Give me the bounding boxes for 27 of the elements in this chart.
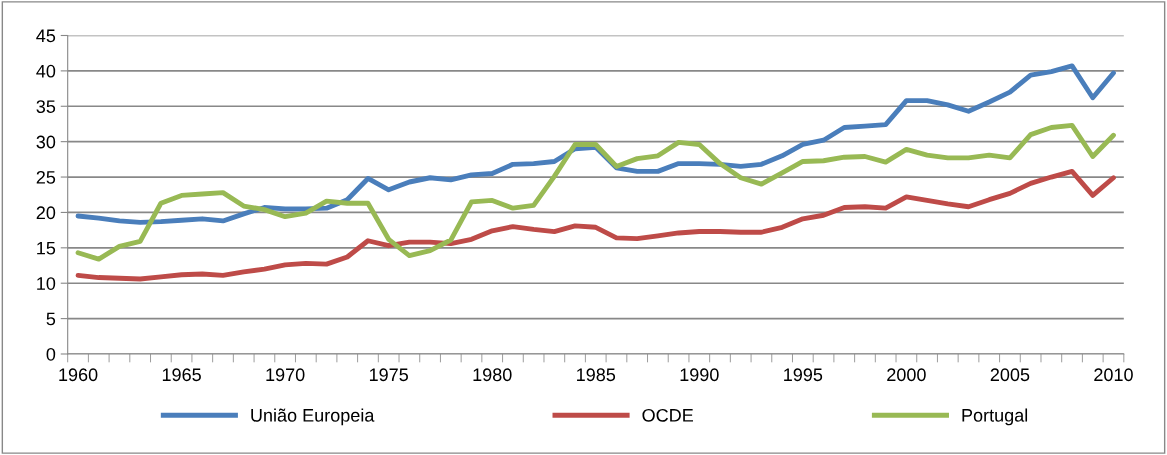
y-tick-label: 10 bbox=[37, 277, 56, 290]
x-tick-label: 1960 bbox=[59, 368, 98, 382]
y-tick-label: 0 bbox=[46, 347, 56, 361]
legend-label: Portugal bbox=[962, 408, 1028, 426]
y-tick-label: 40 bbox=[36, 64, 56, 78]
y-tick-label: 45 bbox=[36, 29, 56, 43]
x-tick-label: 1970 bbox=[266, 368, 305, 382]
x-tick-label: 1990 bbox=[680, 368, 719, 382]
y-tick-label: 5 bbox=[46, 312, 56, 326]
y-tick-label: 25 bbox=[36, 170, 56, 184]
y-tick-label: 20 bbox=[36, 206, 56, 220]
line-series bbox=[75, 122, 1116, 262]
x-tick-label: 2000 bbox=[887, 368, 926, 382]
x-tick-label: 2010 bbox=[1094, 368, 1133, 382]
line-series bbox=[75, 168, 1116, 282]
x-tick-label: 1975 bbox=[369, 368, 408, 382]
x-tick-label: 1985 bbox=[577, 368, 616, 382]
x-tick-label: 1965 bbox=[162, 368, 201, 382]
legend-label: OCDE bbox=[642, 408, 693, 422]
y-tick-label: 15 bbox=[37, 241, 56, 255]
y-tick-label: 35 bbox=[36, 100, 56, 113]
legend-label: União Europeia bbox=[251, 408, 375, 426]
x-tick-label: 1980 bbox=[473, 368, 512, 382]
line-series bbox=[75, 63, 1116, 225]
x-tick-label: 2005 bbox=[990, 368, 1030, 382]
y-tick-label: 30 bbox=[36, 135, 56, 149]
x-tick-label: 1995 bbox=[784, 368, 823, 382]
